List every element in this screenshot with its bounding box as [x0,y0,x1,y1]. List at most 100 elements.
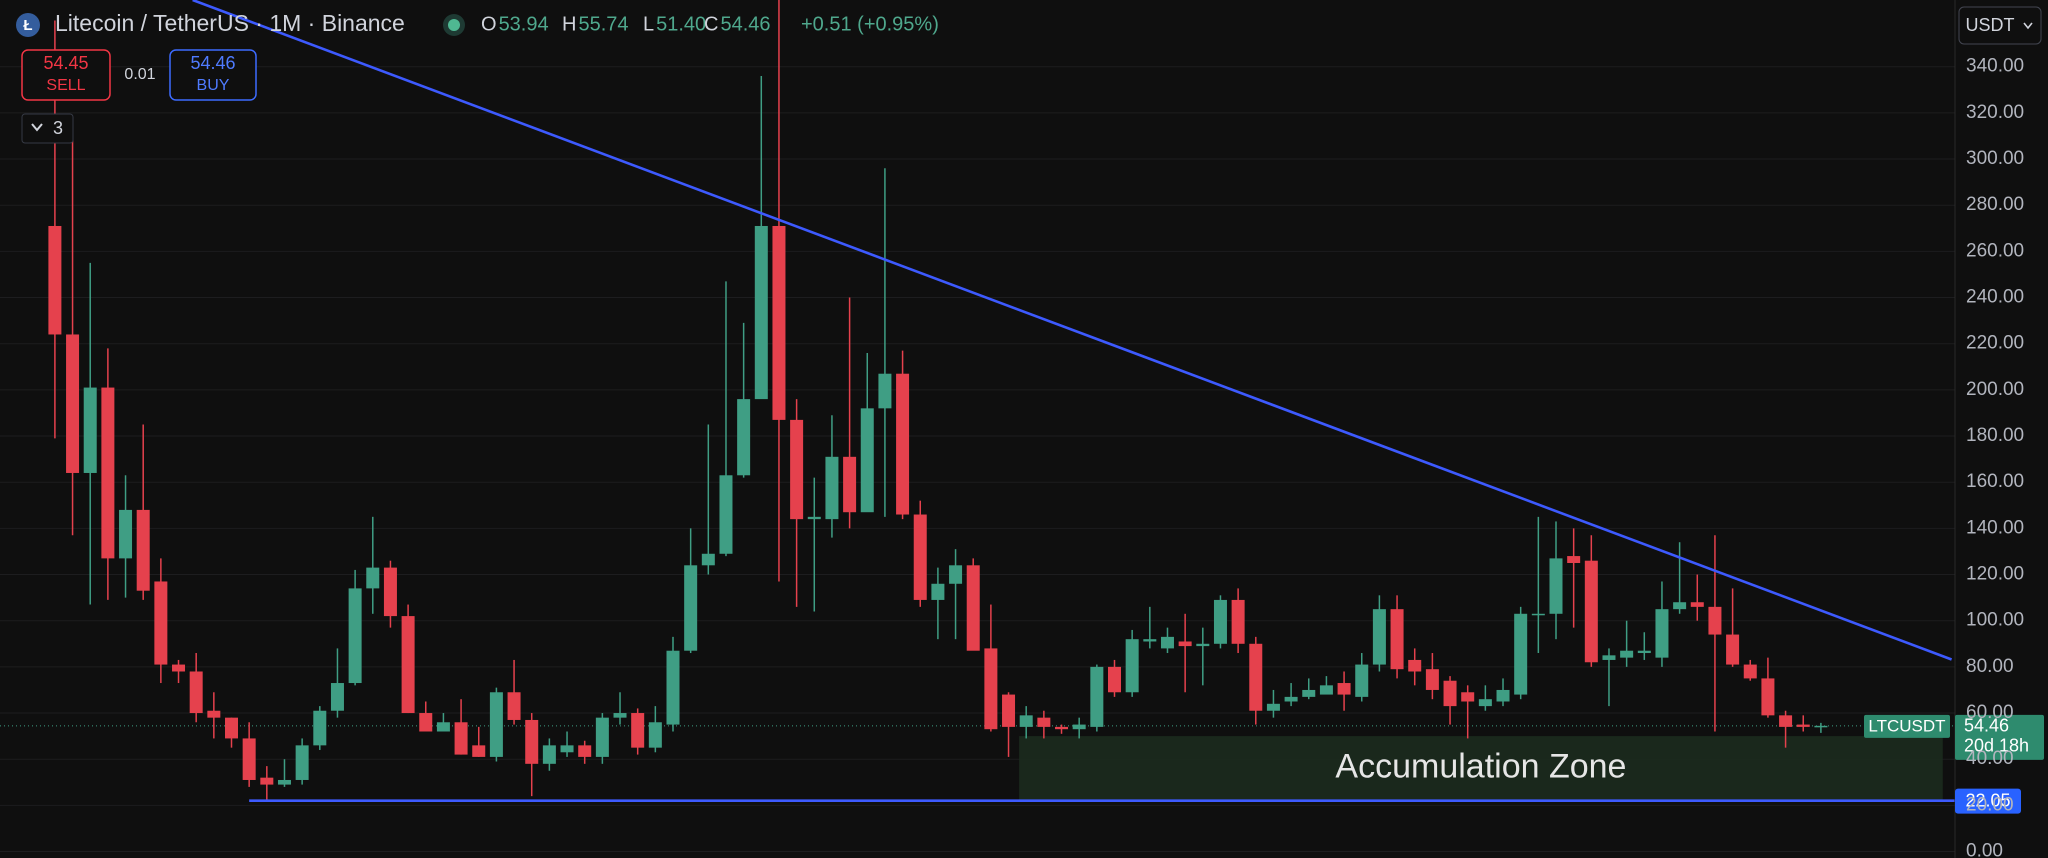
candle-body [1478,699,1492,707]
sell-price: 54.45 [43,53,88,73]
candle-body [436,722,450,732]
candle-body [154,581,168,665]
candle-body [807,516,821,520]
candle-body [101,387,115,559]
symbol-tag-label: LTCUSDT [1868,716,1945,735]
candle-body [631,713,645,748]
candle-body [330,683,344,711]
candle-body [1319,685,1333,695]
y-tick-label: 300.00 [1966,148,2024,169]
candle-body [119,509,133,559]
ohlc-value: 51.40 [656,13,706,35]
candle-body [772,225,786,420]
candle-body [1690,602,1704,607]
candle-body [507,692,521,720]
coin-logo-glyph: Ł [23,17,32,34]
ohlc-key: L [643,13,654,35]
candle-body [1708,606,1722,635]
y-tick-label: 160.00 [1966,471,2024,492]
buy-price: 54.46 [190,53,235,73]
candle-body [1796,724,1810,727]
currency: USDT [1966,15,2015,35]
buy-button[interactable] [169,49,257,101]
ohlc-key: C [704,13,718,35]
candle-body [542,745,556,764]
candle-body [984,648,998,730]
candle-body [419,713,433,732]
candle-body [242,738,256,780]
candle-body [913,514,927,600]
candle-body [1743,664,1757,679]
candle-body [295,745,309,780]
symbol-title: Litecoin / TetherUS · 1M · Binance [55,10,405,36]
candle-body [613,713,627,718]
candle-body [1637,650,1651,654]
y-tick-label: 20.00 [1966,794,2014,815]
candle-body [1125,639,1139,693]
candle-body [189,671,203,714]
candle-body [1213,599,1227,644]
candle-body [1160,636,1174,649]
indicators-count: 3 [53,118,63,138]
candle-body [1266,703,1280,711]
candle-body [83,387,97,473]
candle-body [860,408,874,513]
ohlc-legend: O 53.94 H 55.74 L 51.40C 54.46 [481,13,771,35]
candle-body [949,565,963,584]
candle-body [313,710,327,746]
candle-body [1443,680,1457,707]
candle-body [1231,599,1245,644]
candle-body [66,334,80,473]
candle-body [737,399,751,476]
sell-button[interactable] [21,49,111,101]
candle-body [472,745,486,757]
candle-body [1673,602,1687,610]
candle-body [136,509,150,591]
ohlc-key: O [481,13,497,35]
candle-body [896,373,910,515]
candle-body [1567,556,1581,563]
candle-body [1249,643,1263,711]
candle-body [1549,558,1563,614]
y-tick-label: 40.00 [1966,748,2014,769]
candle-body [1814,725,1828,728]
candle-body [260,777,274,785]
indicators-toggle[interactable] [21,113,74,144]
candle-body [1090,666,1104,727]
candle-body [1002,694,1016,727]
candle-body [1620,650,1634,658]
candle-body [1337,683,1351,695]
symbol-tag [1864,714,1950,738]
candle-body [1302,689,1316,697]
y-tick-label: 340.00 [1966,56,2024,77]
candle-body [348,588,362,684]
y-tick-label: 220.00 [1966,333,2024,354]
spread: 0.01 [124,66,155,83]
price-tag [1955,714,2044,760]
candle-body [966,565,980,651]
sell-label: SELL [46,77,85,94]
accumulation-zone [1019,736,1943,801]
candle-body [790,419,804,520]
ohlc-key: H [562,13,576,35]
y-tick-label: 120.00 [1966,564,2024,585]
candle-body [1055,726,1069,730]
candle-body [48,225,62,335]
price-tag-value: 54.46 [1964,716,2009,736]
plot-area: Accumulation Zone [0,0,1955,853]
candle-body [525,719,539,764]
zone-label: Accumulation Zone [1335,747,1626,785]
candle-body [1178,641,1192,647]
candle-body [1284,696,1298,702]
currency-selector[interactable] [1958,6,2042,45]
support-tag [1955,788,2021,814]
candle-body [719,475,733,554]
candle-body [701,553,715,566]
candle-body [1761,678,1775,716]
candle-body [1602,655,1616,660]
candle-body [172,664,186,672]
buy-label: BUY [197,77,230,94]
candle-body [1779,715,1793,727]
candle-body [277,779,291,785]
candle-body [666,650,680,725]
